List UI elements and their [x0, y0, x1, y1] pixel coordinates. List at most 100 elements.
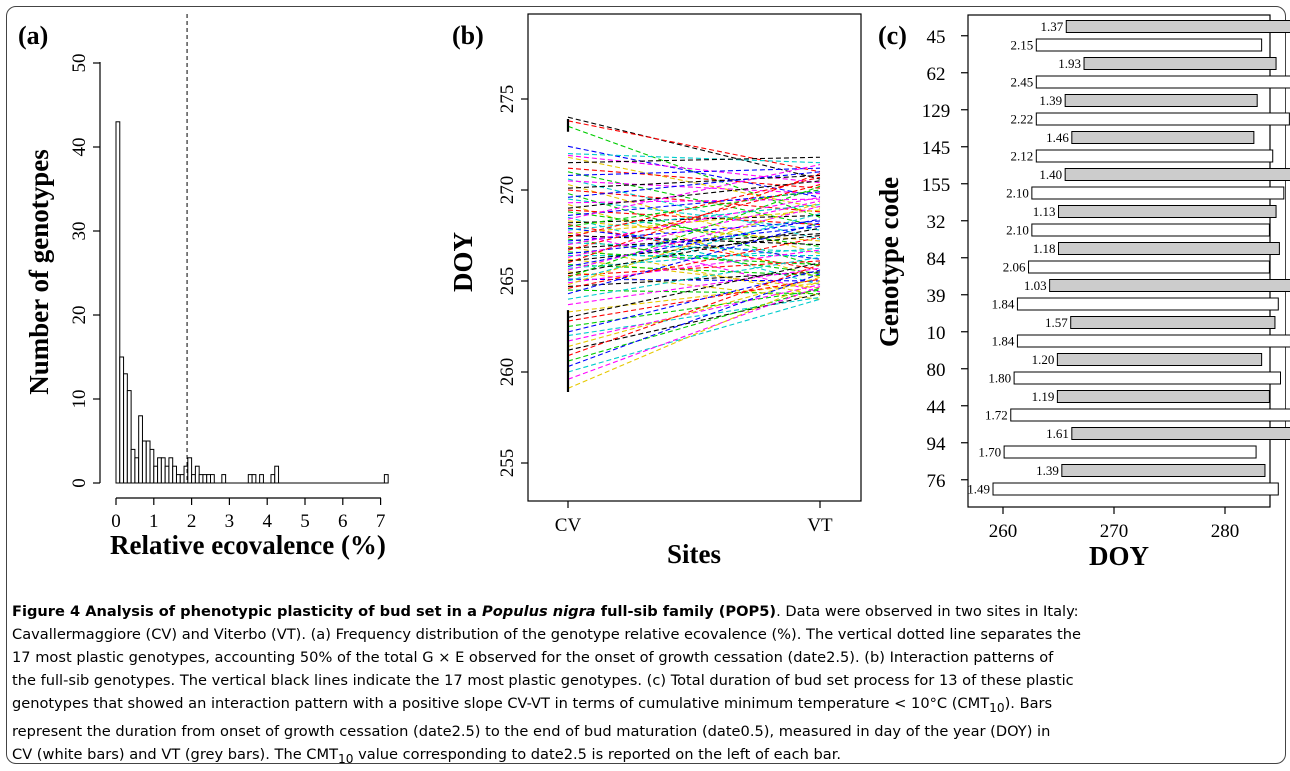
genotype-line: [567, 213, 821, 282]
genotype-line: [567, 198, 821, 204]
x-tick-label: 7: [376, 511, 386, 532]
figure-frame: [6, 6, 1286, 764]
genotype-line: [567, 242, 821, 253]
genotype-line: [567, 209, 821, 226]
cv-bar: [992, 482, 1279, 496]
panel-b-plot-box: [527, 13, 862, 502]
cv-bar: [1013, 371, 1281, 385]
histogram-bar: [247, 474, 253, 484]
genotype-line: [567, 116, 821, 180]
caption-line-2: Cavallermaggiore (CV) and Viterbo (VT). …: [12, 626, 1081, 643]
genotype-line: [567, 171, 821, 227]
cmt10-label: 2.12: [1011, 149, 1034, 164]
genotype-line: [567, 189, 821, 227]
cmt10-label: 1.40: [1039, 167, 1062, 182]
cmt10-label: 2.22: [1011, 112, 1034, 127]
cv-bar: [1016, 334, 1290, 348]
caption-line-5-b: ). Bars: [1004, 695, 1053, 712]
genotype-line: [567, 227, 821, 260]
cmt10-label: 1.57: [1045, 315, 1068, 330]
caption-line-5-a: genotypes that showed an interaction pat…: [12, 695, 990, 712]
genotype-line: [567, 218, 821, 267]
panel-a-x-ticks: 0 1 2 3 4 5 6 7: [111, 498, 385, 532]
genotype-line: [567, 256, 821, 300]
histogram-bar: [259, 474, 264, 484]
panel-b-genotype-lines: [567, 116, 821, 389]
genotype-code-label: 44: [927, 397, 947, 418]
cmt10-label: 2.45: [1011, 75, 1034, 90]
cmt10-label: 1.61: [1046, 426, 1069, 441]
histogram-bar: [183, 465, 189, 484]
histogram-bar: [187, 457, 193, 484]
figure-caption: Figure 4 Analysis of phenotypic plastici…: [12, 600, 1274, 771]
caption-line-1-rest: . Data were observed in two sites in Ita…: [776, 603, 1079, 620]
genotype-line: [567, 284, 821, 342]
panel-b-label: (b): [452, 21, 484, 50]
panel-c-x-ticks: 260 270 280: [989, 507, 1240, 542]
y-tick-label: 30: [69, 222, 90, 241]
histogram-bar: [168, 457, 174, 484]
cmt10-label: 2.15: [1011, 38, 1034, 53]
caption-line-3: 17 most plastic genotypes, accounting 50…: [12, 649, 1054, 666]
genotype-line: [567, 145, 821, 198]
genotype-line: [567, 298, 821, 373]
genotype-code-label: 94: [927, 434, 947, 455]
cv-bar: [1035, 75, 1290, 89]
genotype-line: [567, 220, 821, 242]
genotype-line: [567, 156, 821, 209]
histogram-bar: [198, 474, 204, 484]
vt-bar: [1058, 205, 1277, 218]
genotype-line: [567, 234, 821, 262]
histogram-bar: [138, 415, 143, 484]
genotype-line: [567, 189, 821, 213]
vt-bar: [1065, 20, 1290, 33]
genotype-code-label: 32: [927, 212, 946, 233]
genotype-line: [567, 278, 821, 322]
x-tick-label: 4: [262, 511, 272, 532]
panel-b-interaction: (b) 255 260 265 270 275 CV VT Sites DOY: [448, 13, 862, 569]
genotype-line: [567, 209, 821, 235]
genotype-line: [567, 125, 821, 218]
genotype-line: [567, 184, 821, 251]
histogram-bar: [157, 457, 162, 484]
caption-line-7-sub: 10: [338, 751, 354, 766]
caption-line-5-sub: 10: [989, 700, 1005, 715]
panel-a-y-title: Number of genotypes: [24, 149, 54, 395]
cmt10-label: 1.93: [1058, 56, 1081, 71]
cmt10-label: 1.37: [1041, 19, 1064, 34]
cmt10-label: 1.46: [1046, 130, 1069, 145]
genotype-line: [567, 174, 821, 189]
genotype-line: [567, 163, 821, 220]
cmt10-label: 1.72: [985, 408, 1008, 423]
genotype-line: [567, 264, 821, 357]
y-tick-label: 50: [69, 54, 90, 73]
caption-line-6: represent the duration from onset of gro…: [12, 722, 1051, 740]
genotype-line: [567, 251, 821, 266]
genotype-line: [567, 238, 821, 275]
genotype-code-label: 145: [922, 138, 951, 159]
histogram-bar: [134, 457, 140, 484]
histogram-bar: [206, 474, 212, 484]
histogram-bar: [149, 448, 155, 484]
genotype-code-label: 84: [927, 249, 947, 270]
x-tick-label: 6: [338, 511, 348, 532]
vt-bar: [1058, 242, 1280, 255]
genotype-line: [567, 296, 821, 337]
panel-a-y-ticks: 0 10 20 30 40 50: [69, 54, 100, 488]
genotype-code-label: 76: [927, 471, 946, 492]
panel-c-y-title: Genotype code: [874, 177, 904, 347]
x-tick-label: 280: [1211, 521, 1240, 542]
cv-bar: [1028, 260, 1270, 274]
caption-title-start: Figure 4 Analysis of phenotypic plastici…: [12, 603, 483, 620]
histogram-bar: [221, 474, 227, 484]
histogram-bar: [172, 465, 177, 484]
vt-bar: [1070, 316, 1276, 329]
y-tick-label: 10: [69, 390, 90, 409]
genotype-line: [567, 211, 821, 247]
panel-b-y-title: DOY: [448, 232, 478, 292]
cmt10-label: 1.03: [1024, 278, 1047, 293]
genotype-line: [567, 280, 821, 389]
genotype-line: [567, 269, 821, 333]
cv-bar: [1035, 112, 1290, 126]
panel-c-x-title: DOY: [1089, 541, 1149, 571]
